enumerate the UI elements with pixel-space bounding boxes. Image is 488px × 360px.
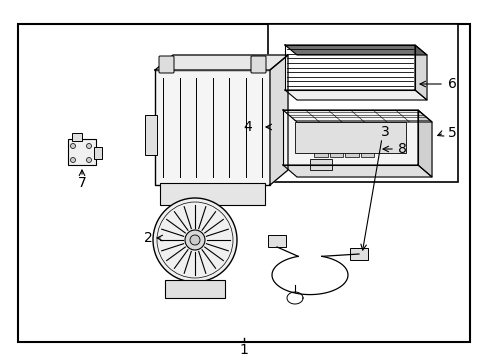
Polygon shape xyxy=(414,45,426,100)
Bar xyxy=(313,141,327,157)
Text: 8: 8 xyxy=(397,142,406,156)
Bar xyxy=(94,147,102,159)
Bar xyxy=(267,235,285,247)
Bar xyxy=(160,183,264,205)
Text: 1: 1 xyxy=(239,343,248,357)
Text: 2: 2 xyxy=(143,231,152,245)
Bar xyxy=(155,70,269,185)
Circle shape xyxy=(70,158,75,162)
Bar xyxy=(68,139,96,165)
Text: 5: 5 xyxy=(447,126,455,140)
Bar xyxy=(72,133,82,141)
Circle shape xyxy=(153,198,237,282)
Text: 7: 7 xyxy=(78,176,86,190)
Polygon shape xyxy=(283,110,431,122)
Bar xyxy=(18,24,469,342)
Polygon shape xyxy=(285,90,426,100)
Bar xyxy=(164,280,224,298)
Polygon shape xyxy=(283,165,431,177)
Bar xyxy=(349,248,367,260)
Circle shape xyxy=(184,230,204,250)
Bar xyxy=(345,141,358,157)
Circle shape xyxy=(86,158,91,162)
Bar xyxy=(145,115,157,155)
Polygon shape xyxy=(269,55,287,185)
Circle shape xyxy=(70,144,75,149)
FancyBboxPatch shape xyxy=(250,56,265,73)
Text: 6: 6 xyxy=(447,77,455,91)
Bar xyxy=(309,159,331,170)
FancyBboxPatch shape xyxy=(159,56,174,73)
Bar xyxy=(267,24,457,182)
Bar xyxy=(294,122,405,153)
Polygon shape xyxy=(285,45,414,90)
Text: 3: 3 xyxy=(380,125,388,139)
Circle shape xyxy=(190,235,200,245)
Polygon shape xyxy=(155,55,287,70)
Bar xyxy=(329,141,342,157)
Polygon shape xyxy=(283,110,417,165)
Polygon shape xyxy=(417,110,431,177)
Polygon shape xyxy=(285,45,426,55)
Text: 4: 4 xyxy=(243,120,252,134)
Circle shape xyxy=(86,144,91,149)
Bar xyxy=(360,141,373,157)
Bar xyxy=(309,138,379,160)
